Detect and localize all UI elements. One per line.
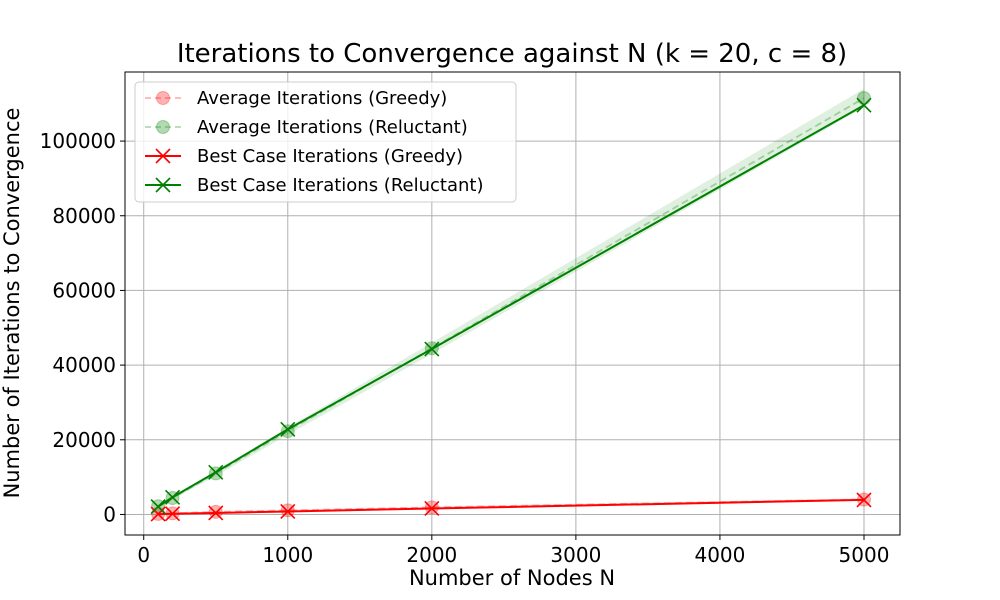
legend-marker (155, 177, 171, 193)
data-point (150, 499, 166, 515)
legend-entry: Average Iterations (Reluctant) (145, 117, 468, 138)
legend-marker (156, 91, 170, 105)
legend-label: Average Iterations (Reluctant) (197, 117, 468, 138)
x-tick-label: 4000 (694, 543, 745, 567)
ticks: 0 1000 2000 3000 4000 5000 0 20000 40000 60000 800… (40, 129, 890, 567)
y-tick-label: 0 (103, 502, 116, 526)
data-point (856, 97, 872, 113)
data-point (164, 506, 181, 522)
data-point (856, 91, 871, 106)
data-point (280, 421, 296, 437)
legend-entry: Best Case Iterations (Greedy) (145, 146, 463, 167)
x-tick-label: 0 (137, 543, 150, 567)
legend-marker (155, 148, 171, 164)
legend-label: Best Case Iterations (Reluctant) (197, 175, 483, 196)
y-tick-label: 60000 (52, 278, 116, 302)
data-point (164, 489, 181, 505)
data-point (424, 341, 440, 357)
y-axis-label: Number of Iterations to Convergence (0, 108, 24, 499)
legend-entry: Average Iterations (Greedy) (145, 88, 447, 109)
legend-marker (156, 120, 170, 134)
series-4 (150, 97, 872, 515)
data-point (856, 492, 872, 508)
legend: Average Iterations (Greedy) Average Itera… (134, 81, 517, 203)
legend-entry: Best Case Iterations (Reluctant) (145, 175, 483, 196)
x-tick-label: 5000 (839, 543, 890, 567)
y-tick-label: 80000 (52, 204, 116, 228)
y-tick-label: 100000 (40, 129, 116, 153)
data-point (208, 464, 224, 480)
series-line (158, 498, 865, 516)
data-point (208, 505, 224, 521)
legend-label: Best Case Iterations (Greedy) (197, 146, 463, 167)
legend-box (134, 81, 517, 203)
y-tick-label: 40000 (52, 353, 116, 377)
data-point (150, 506, 166, 522)
x-tick-label: 1000 (262, 543, 313, 567)
plot-frame (124, 71, 901, 536)
series-3 (150, 492, 872, 522)
data-point (424, 500, 440, 517)
y-tick-label: 20000 (52, 428, 116, 452)
x-tick-label: 2000 (406, 543, 457, 567)
series (150, 91, 872, 522)
x-tick-label: 3000 (550, 543, 601, 567)
legend-label: Average Iterations (Greedy) (197, 88, 447, 109)
x-axis-label: Number of Nodes N (409, 566, 615, 590)
data-point (280, 503, 296, 520)
chart-title: Iterations to Convergence against N (k =… (177, 39, 847, 69)
